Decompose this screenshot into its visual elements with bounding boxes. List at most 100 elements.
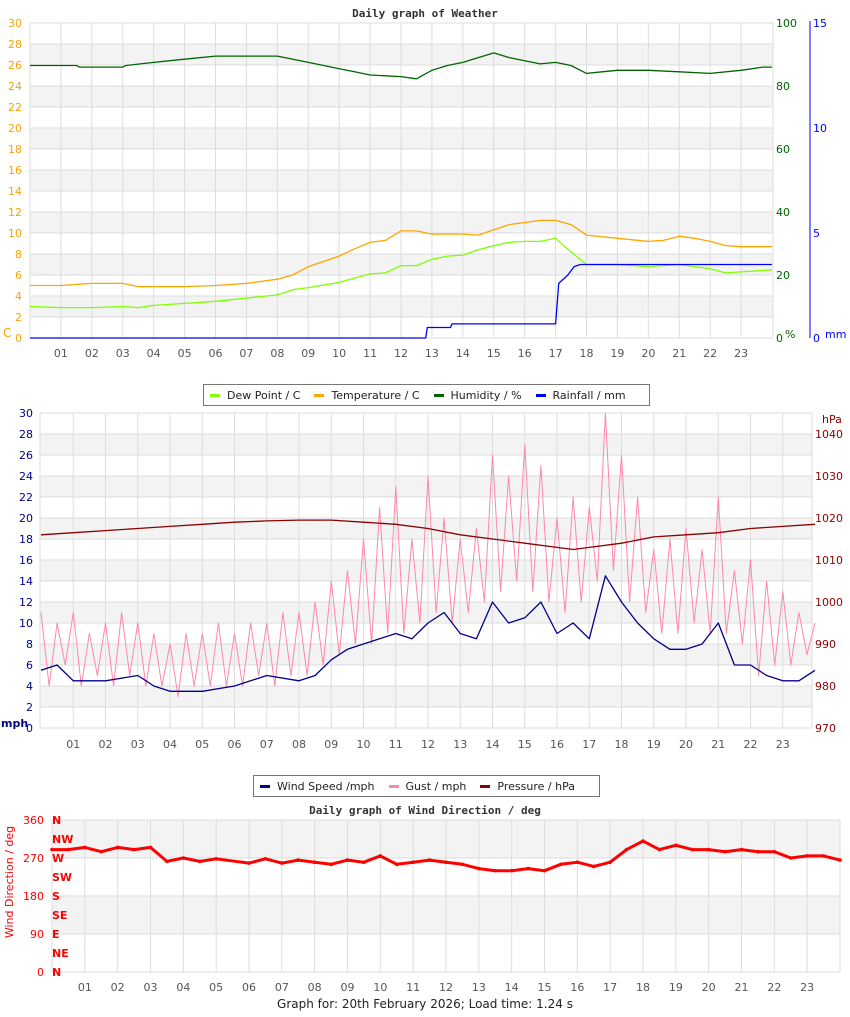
wind-direction-point — [329, 862, 333, 867]
x-tick-label: 13 — [425, 347, 439, 360]
y-tick-label-left: 10 — [8, 227, 22, 240]
x-tick-label: 14 — [505, 981, 519, 994]
x-tick-label: 20 — [641, 347, 655, 360]
x-tick-label: 08 — [308, 981, 322, 994]
x-tick-label: 08 — [270, 347, 284, 360]
x-tick-label: 05 — [209, 981, 223, 994]
x-tick-label: 20 — [679, 738, 693, 751]
y-tick-label-humidity: 60 — [776, 143, 790, 156]
wind-direction-point — [657, 847, 662, 852]
x-tick-label: 02 — [85, 347, 99, 360]
y-tick-label-left: 10 — [19, 617, 33, 630]
chart3-title: Daily graph of Wind Direction / deg — [309, 804, 541, 817]
y-unit-label-rainfall: mm — [825, 328, 846, 341]
wind-direction-point — [362, 860, 366, 865]
legend-item-gust[interactable]: Gust / mph — [388, 779, 467, 793]
legend-label: Humidity / % — [450, 388, 522, 402]
legend-item-rainfall[interactable]: Rainfall / mm — [535, 388, 626, 402]
legend-wind: Wind Speed /mph Gust / mph Pressure / hP… — [253, 775, 600, 797]
wind-direction-point — [674, 843, 678, 848]
legend-label: Dew Point / C — [227, 388, 301, 402]
x-tick-label: 21 — [672, 347, 686, 360]
y-tick-label-left: 0 — [15, 332, 22, 345]
swatch — [388, 784, 399, 788]
x-tick-label: 11 — [389, 738, 403, 751]
y-tick-label-rainfall: 10 — [813, 122, 827, 135]
wind-direction-point — [575, 860, 580, 865]
wind-direction-point — [411, 860, 415, 865]
y-tick-label-left: 28 — [19, 428, 33, 441]
y-tick-label-left: 8 — [26, 638, 33, 651]
y-tick-label-rainfall: 0 — [813, 332, 820, 345]
y-tick-label-left: 180 — [23, 890, 44, 903]
wind-direction-point — [165, 859, 169, 864]
y-tick-label-rainfall: 5 — [813, 227, 820, 240]
y-tick-label-left: 30 — [8, 17, 22, 30]
x-tick-label: 12 — [394, 347, 408, 360]
x-tick-label: 05 — [178, 347, 192, 360]
compass-label: S — [52, 890, 60, 903]
x-tick-label: 17 — [549, 347, 563, 360]
x-tick-label: 23 — [734, 347, 748, 360]
wind-direction-point — [526, 866, 530, 871]
legend-item-wind-speed[interactable]: Wind Speed /mph — [260, 780, 375, 793]
x-tick-label: 14 — [456, 347, 470, 360]
wind-direction-point — [641, 839, 645, 843]
wind-direction-point — [66, 847, 71, 852]
legend-label: Temperature / C — [331, 388, 420, 402]
grid-band — [40, 434, 812, 455]
compass-label: NE — [52, 947, 69, 960]
y-tick-label-left: 270 — [23, 852, 44, 865]
x-tick-label: 07 — [260, 738, 274, 751]
x-tick-label: 14 — [486, 738, 500, 751]
x-tick-label: 04 — [147, 347, 161, 360]
y-tick-label-left: 18 — [19, 533, 33, 546]
chart1-title: Daily graph of Weather — [352, 7, 498, 20]
y-tick-label-left: 90 — [30, 928, 44, 941]
swatch — [314, 393, 325, 397]
y-tick-label-left: 18 — [8, 143, 22, 156]
y-tick-label-left: 4 — [15, 290, 22, 303]
x-tick-label: 07 — [275, 981, 289, 994]
wind-speed-mph-line — [40, 575, 816, 692]
wind-direction-point — [444, 860, 448, 865]
y-tick-label-left: 14 — [8, 185, 22, 198]
wind-direction-point — [788, 856, 793, 860]
y-tick-label-pressure: 1030 — [815, 470, 843, 483]
x-tick-label: 02 — [99, 738, 113, 751]
x-tick-label: 17 — [603, 981, 617, 994]
rainfall-mm-line — [30, 263, 772, 339]
y-tick-label-left: 16 — [19, 554, 33, 567]
swatch — [535, 393, 546, 397]
legend-item-temperature[interactable]: Temperature / C — [314, 388, 420, 402]
legend-item-humidity[interactable]: Humidity / % — [433, 388, 522, 402]
y-tick-label-left: 28 — [8, 38, 22, 51]
x-tick-label: 10 — [373, 981, 387, 994]
y-tick-label-pressure: 970 — [815, 722, 836, 735]
y-tick-label-pressure: 1020 — [815, 512, 843, 525]
y-tick-label-left: 20 — [19, 512, 33, 525]
y-tick-label-humidity: 20 — [776, 269, 790, 282]
compass-label: N — [52, 966, 61, 979]
legend-label: Gust / mph — [405, 779, 467, 793]
wind-direction-point — [821, 854, 826, 858]
y-tick-label-left: 20 — [8, 122, 22, 135]
grid-band — [40, 644, 812, 665]
y-tick-label-pressure: 990 — [815, 638, 836, 651]
x-tick-label: 01 — [78, 981, 92, 994]
compass-label: E — [52, 928, 60, 941]
wind-direction-point — [493, 868, 498, 873]
y-tick-label-pressure: 1010 — [815, 554, 843, 567]
grid-band — [40, 602, 812, 623]
x-tick-label: 20 — [702, 981, 716, 994]
legend-label: Rainfall / mm — [552, 388, 626, 402]
wind-direction-point — [312, 860, 317, 865]
legend-item-dew-point[interactable]: Dew Point / C — [210, 389, 300, 402]
legend-label: Wind Speed /mph — [277, 779, 375, 793]
wind-direction-point — [345, 858, 350, 862]
wind-direction-point — [690, 847, 695, 852]
grid-band — [40, 686, 812, 707]
y-tick-label-rainfall: 15 — [813, 17, 827, 30]
x-tick-label: 16 — [518, 347, 532, 360]
legend-item-pressure[interactable]: Pressure / hPa — [480, 780, 575, 793]
